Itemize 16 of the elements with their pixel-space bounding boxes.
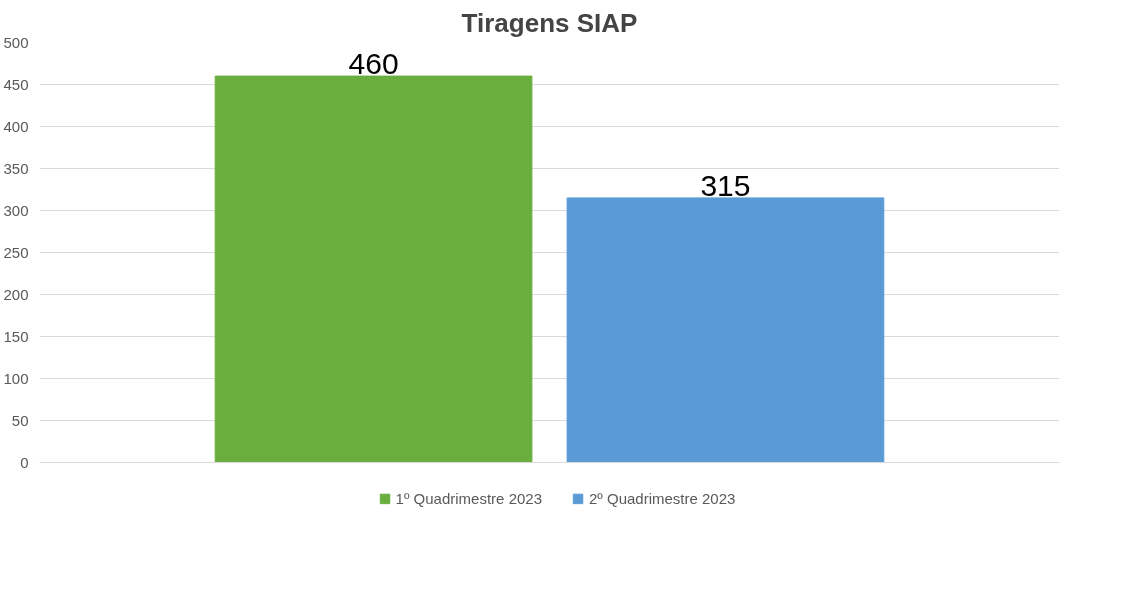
y-tick-label: 300 (3, 201, 29, 219)
data-label: 315 (700, 168, 751, 202)
y-tick-label: 350 (3, 159, 29, 177)
y-tick-label: 200 (3, 285, 29, 303)
data-label: 460 (348, 47, 399, 81)
legend-label: 2º Quadrimestre 2023 (589, 489, 736, 507)
legend-label: 1º Quadrimestre 2023 (395, 489, 542, 507)
y-tick-label: 100 (3, 369, 29, 387)
y-tick-label: 450 (3, 75, 29, 93)
y-tick-label: 250 (3, 243, 29, 261)
y-tick-label: 150 (3, 327, 29, 345)
y-tick-label: 500 (3, 33, 29, 51)
y-tick-label: 0 (20, 453, 29, 471)
y-tick-label: 400 (3, 117, 29, 135)
y-tick-label: 50 (11, 411, 29, 429)
chart-title: Tiragens SIAP (461, 7, 638, 38)
